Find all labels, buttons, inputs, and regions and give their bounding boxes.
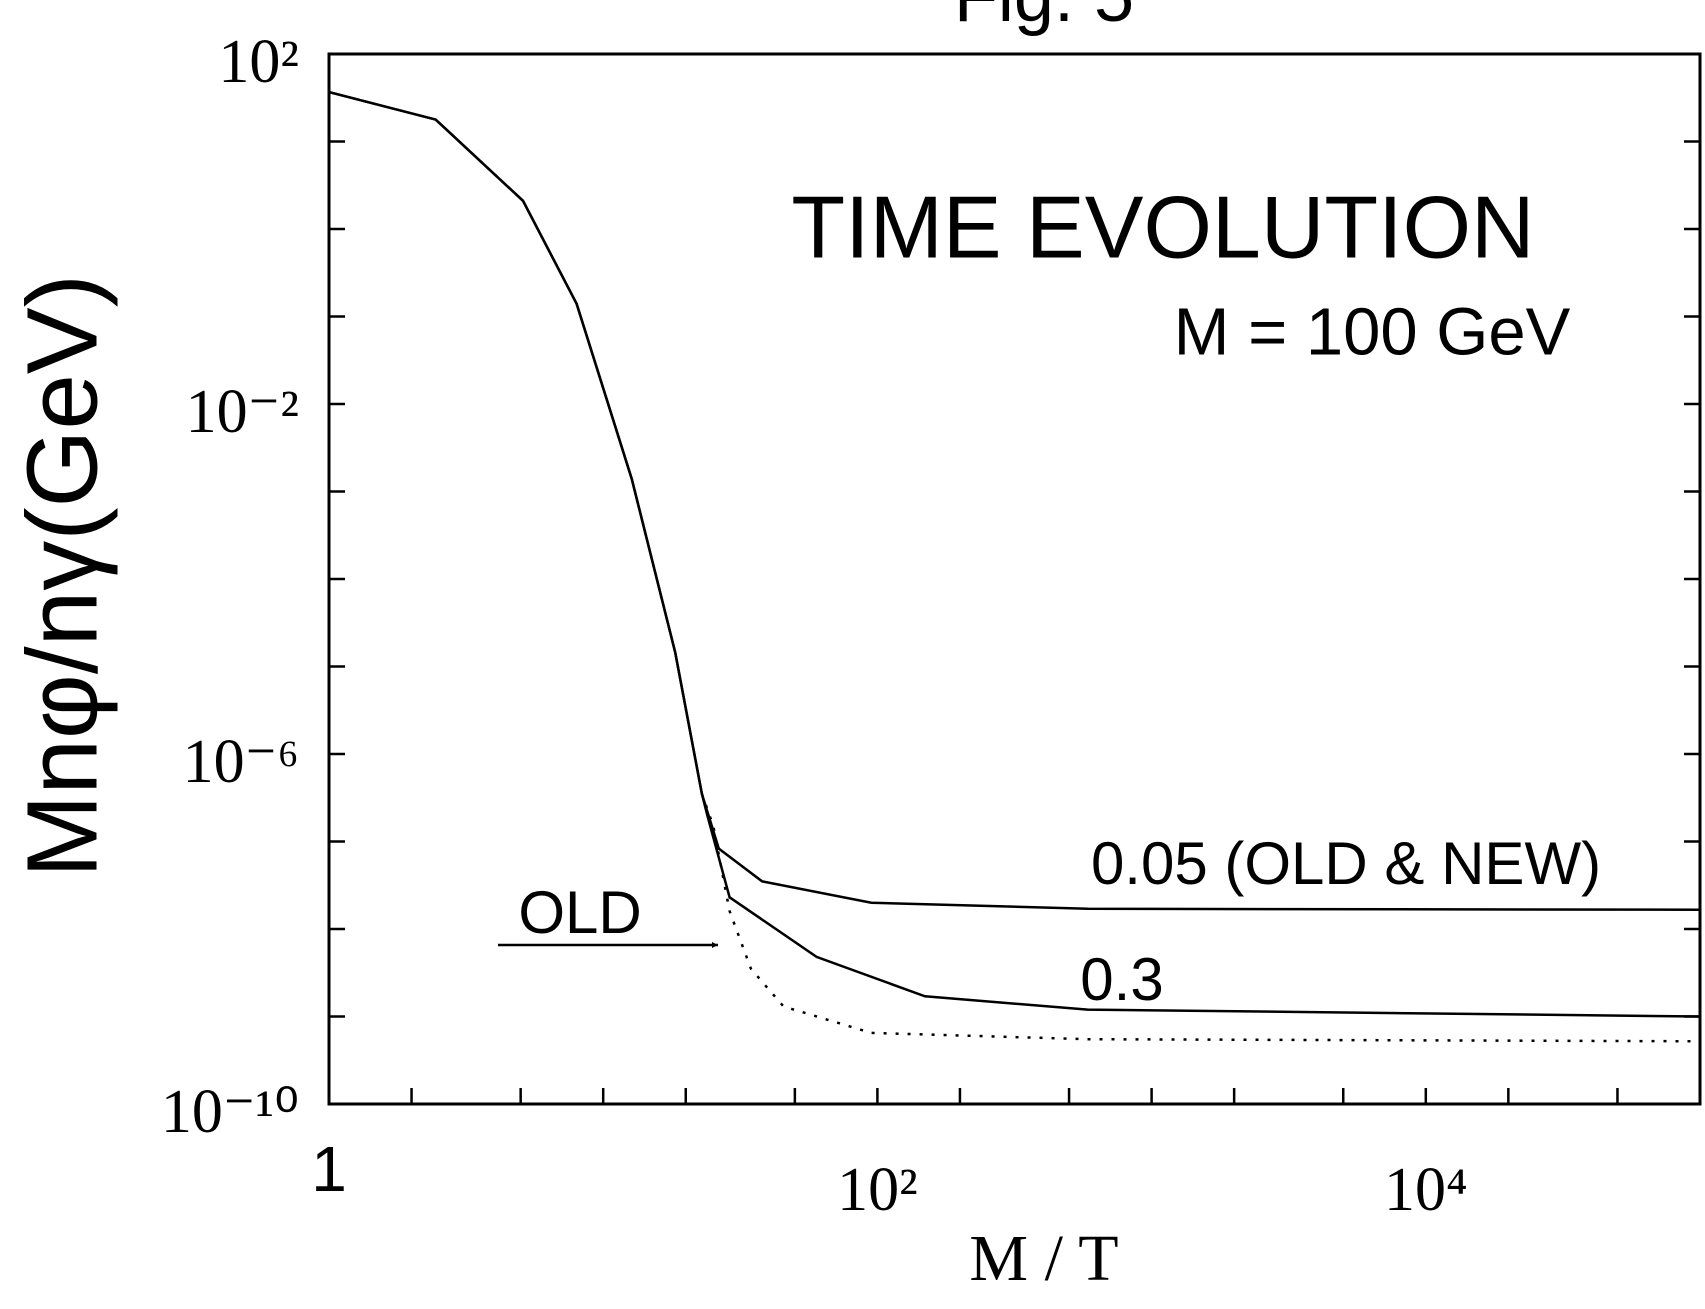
y-tick-label: 10⁻² [186, 378, 299, 446]
x-axis-label: M / T [969, 1222, 1118, 1295]
series-label: 0.3 [1080, 946, 1163, 1013]
x-tick-label: 1 [311, 1133, 347, 1205]
y-tick-label: 10² [218, 28, 299, 96]
x-tick-label: 10² [837, 1156, 918, 1224]
line-series [700, 793, 1701, 1043]
y-axis-label: Mnφ/nγ(GeV) [6, 274, 118, 878]
series-label: 0.05 (OLD & NEW) [1091, 830, 1601, 897]
y-tick-label: 10⁻⁶ [183, 728, 299, 796]
annotation: OLD [518, 879, 641, 946]
x-tick-label: 10⁴ [1384, 1156, 1468, 1224]
y-tick-label: 10⁻¹⁰ [161, 1078, 299, 1146]
chart-title: Fig. 5 [954, 0, 1134, 37]
annotation: M = 100 GeV [1174, 295, 1571, 370]
annotation: TIME EVOLUTION [791, 177, 1534, 276]
